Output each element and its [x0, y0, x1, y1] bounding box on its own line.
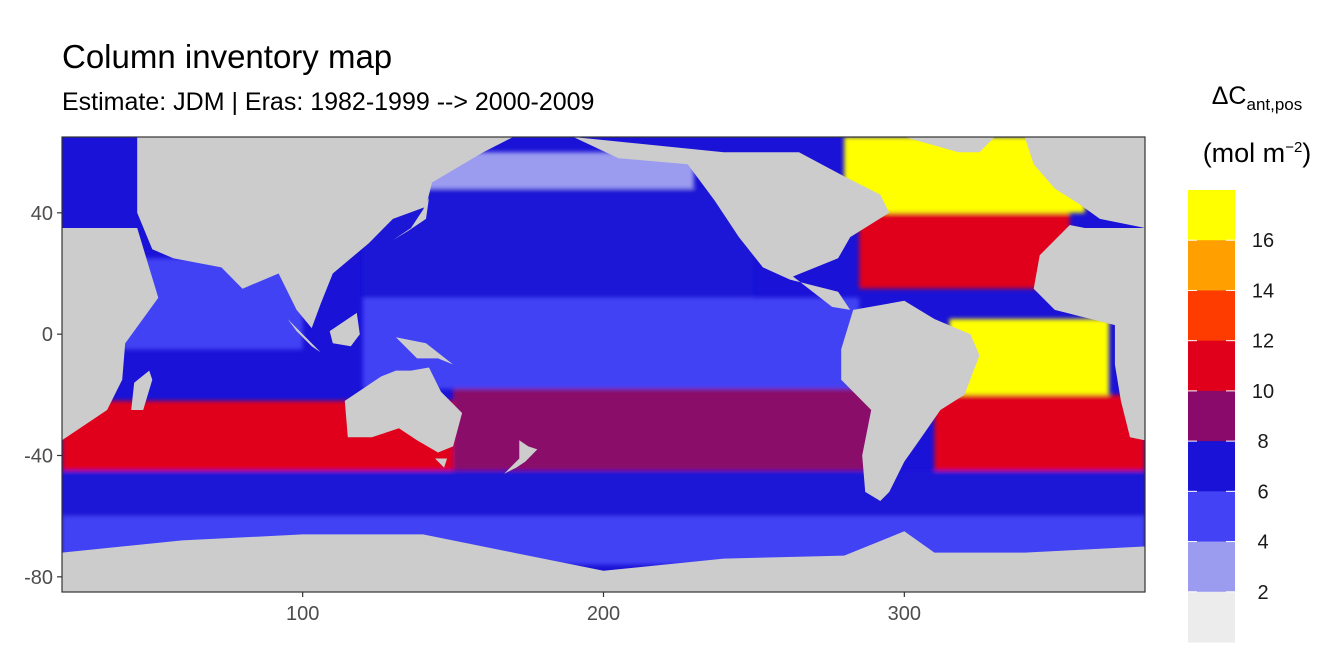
legend-swatch — [1188, 441, 1235, 492]
legend-swatch — [1188, 190, 1235, 241]
land-africa-east — [1033, 225, 1145, 441]
chart-title: Column inventory map — [62, 38, 393, 75]
legend-swatch — [1188, 290, 1235, 342]
legend-break-label: 6 — [1257, 481, 1268, 503]
region-6 — [362, 188, 754, 298]
land-africa-west — [62, 228, 159, 441]
y-tick-label: 0 — [42, 324, 53, 346]
land-antarctica — [62, 531, 1145, 592]
y-tick-label: -80 — [24, 567, 53, 589]
land-new-zealand — [504, 440, 538, 474]
region-12 — [934, 394, 1145, 471]
land-australia — [344, 367, 463, 453]
legend-break-label: 14 — [1252, 280, 1274, 302]
legend-break-label: 10 — [1252, 381, 1274, 403]
legend-swatch — [1188, 491, 1235, 543]
land-north-america — [573, 137, 890, 310]
land-madagascar — [131, 370, 153, 410]
land-greenland — [904, 137, 995, 153]
region-10 — [859, 212, 1070, 289]
land-borneo — [329, 312, 360, 347]
land-asia — [137, 137, 514, 329]
legend-break-label: 12 — [1252, 331, 1274, 353]
y-tick-label: 40 — [31, 203, 53, 225]
y-tick-label: -40 — [24, 446, 53, 468]
land-europe — [1024, 137, 1145, 228]
legend-swatch — [1188, 591, 1235, 643]
region-5 — [362, 297, 860, 389]
legend-title: ΔCant,pos — [1211, 82, 1303, 114]
legend-break-label: 4 — [1257, 532, 1268, 554]
land-south-america — [841, 300, 980, 501]
region-3 — [62, 470, 1145, 517]
legend-swatch — [1188, 541, 1235, 593]
legend-swatch — [1188, 240, 1235, 291]
land-new-guinea — [395, 337, 454, 365]
x-tick-label: 300 — [888, 603, 921, 625]
chart-subtitle: Estimate: JDM | Eras: 1982-1999 --> 2000… — [62, 88, 595, 116]
x-tick-label: 200 — [587, 603, 620, 625]
land-sumatra — [287, 319, 321, 353]
land-tasmania — [435, 458, 448, 468]
land-layer — [62, 137, 1145, 592]
land-japan — [392, 197, 429, 241]
legend-swatch — [1188, 390, 1235, 442]
legend-break-label: 2 — [1257, 582, 1268, 604]
legend-colorbar: 2 4 6 8 10 12 14 16 — [1188, 190, 1274, 643]
legend-break-label: 16 — [1252, 230, 1274, 252]
legend-swatch — [1188, 340, 1235, 392]
x-tick-label: 100 — [286, 603, 319, 625]
legend-unit: (mol m−2) — [1202, 138, 1312, 168]
legend-break-label: 8 — [1257, 431, 1268, 453]
